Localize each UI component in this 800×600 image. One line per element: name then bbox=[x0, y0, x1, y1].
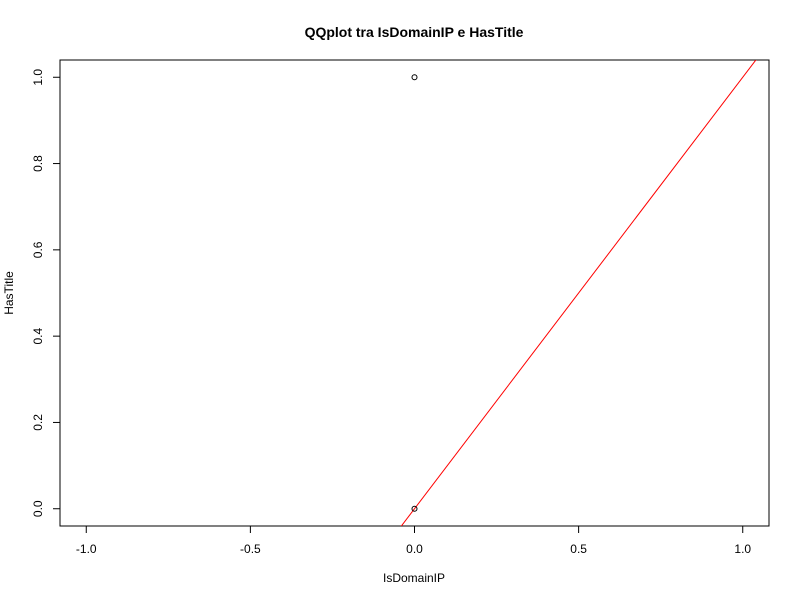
y-tick-label: 0.0 bbox=[31, 500, 45, 517]
y-tick-label: 0.2 bbox=[31, 414, 45, 431]
reference-line-group bbox=[400, 60, 757, 526]
x-tick-label: 1.0 bbox=[734, 542, 751, 556]
x-axis-label: IsDomainIP bbox=[383, 571, 445, 585]
data-point bbox=[411, 74, 418, 81]
data-point bbox=[411, 505, 418, 512]
x-tick-label: 0.0 bbox=[406, 542, 423, 556]
x-tick-label: 0.5 bbox=[570, 542, 587, 556]
qq-reference-line bbox=[400, 60, 757, 526]
y-axis: 0.0 0.2 0.4 0.6 0.8 1.0 bbox=[31, 69, 61, 517]
chart-title: QQplot tra IsDomainIP e HasTitle bbox=[305, 24, 524, 40]
x-tick-label: -1.0 bbox=[76, 542, 97, 556]
y-tick-label: 0.8 bbox=[31, 155, 45, 172]
y-tick-label: 0.4 bbox=[31, 327, 45, 344]
y-axis-label: HasTitle bbox=[2, 271, 16, 315]
x-tick-label: -0.5 bbox=[240, 542, 261, 556]
x-axis: -1.0 -0.5 0.0 0.5 1.0 bbox=[76, 525, 751, 556]
points-group bbox=[411, 74, 418, 512]
y-tick-label: 1.0 bbox=[31, 69, 45, 86]
y-tick-label: 0.6 bbox=[31, 241, 45, 258]
plot-frame bbox=[59, 59, 770, 527]
